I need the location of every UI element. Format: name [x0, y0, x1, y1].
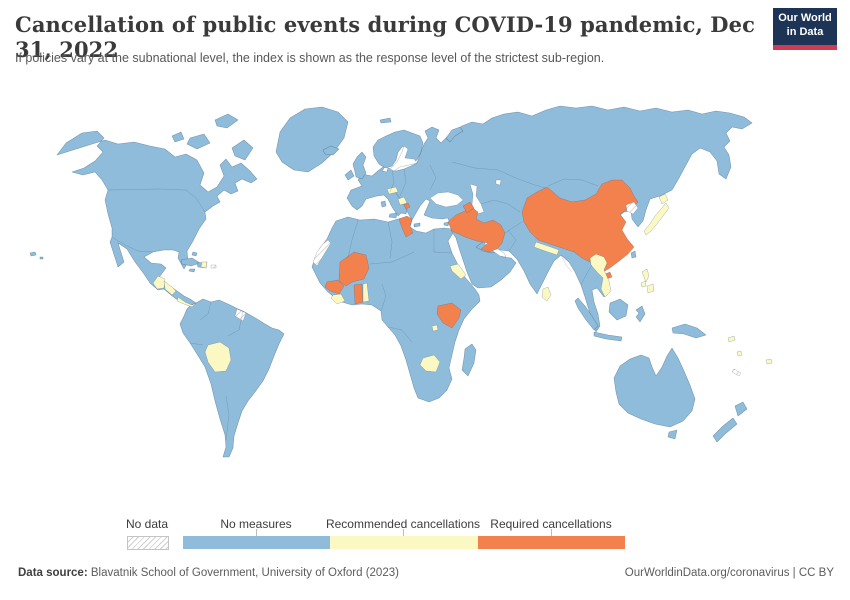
country-bolivia[interactable] — [204, 341, 232, 373]
country-china[interactable] — [521, 179, 639, 273]
landmass-north-america[interactable] — [56, 130, 258, 308]
legend-label-recommended: Recommended cancellations — [325, 517, 481, 531]
island-baffin[interactable] — [231, 139, 254, 161]
country-bosnia[interactable] — [397, 196, 408, 206]
island-cuba[interactable] — [180, 257, 201, 267]
legend-tick — [256, 529, 257, 536]
sea-aral — [495, 179, 502, 186]
country-puerto-rico[interactable] — [210, 264, 217, 269]
legend-tick — [403, 529, 404, 536]
country-new-caledonia[interactable] — [731, 368, 742, 377]
country-fiji[interactable] — [765, 358, 773, 365]
island-sardinia[interactable] — [380, 200, 387, 208]
country-mali[interactable] — [338, 251, 370, 287]
country-dominican-republic[interactable] — [200, 261, 208, 269]
island-borneo[interactable] — [608, 298, 629, 321]
country-honduras[interactable] — [163, 280, 177, 296]
legend-segment-no-measures[interactable] — [183, 536, 331, 549]
country-guinea[interactable] — [324, 279, 345, 295]
country-costa-rica-panama[interactable] — [176, 296, 197, 308]
landmass-scandinavia[interactable] — [372, 129, 424, 169]
country-vanuatu[interactable] — [736, 350, 743, 357]
country-tunisia[interactable] — [398, 215, 414, 238]
landmass-greenland[interactable] — [275, 106, 349, 173]
island-iceland[interactable] — [322, 145, 340, 156]
data-source-note: Data source: Blavatnik School of Governm… — [18, 567, 399, 579]
page-subtitle: If policies vary at the subnational leve… — [15, 51, 605, 65]
owid-logo-line1: Our World — [778, 12, 832, 24]
island-arctic-small[interactable] — [171, 131, 185, 143]
island-ellesmere[interactable] — [214, 113, 239, 129]
island-crete[interactable] — [413, 222, 421, 228]
country-western-sahara[interactable] — [312, 239, 332, 267]
island-jamaica[interactable] — [188, 268, 196, 273]
island-sicily[interactable] — [388, 212, 398, 219]
data-source-text: Blavatnik School of Government, Universi… — [87, 567, 399, 579]
country-rwanda[interactable] — [431, 324, 439, 332]
island-hawaii[interactable] — [29, 251, 44, 260]
country-togo[interactable] — [362, 282, 370, 303]
country-nepal[interactable] — [533, 241, 560, 256]
island-java[interactable] — [593, 331, 623, 342]
sea-baltic — [389, 145, 418, 172]
island-taiwan[interactable] — [630, 250, 637, 259]
page-title: Cancellation of public events during COV… — [15, 12, 755, 62]
legend-segment-recommended[interactable] — [330, 536, 478, 549]
country-liberia[interactable] — [330, 293, 346, 305]
country-solomon-islands[interactable] — [727, 335, 736, 343]
island-new-guinea[interactable] — [671, 323, 707, 339]
countries-required-cancellations[interactable] — [324, 179, 639, 329]
country-philippines[interactable] — [640, 268, 655, 294]
owid-logo: Our World in Data — [773, 8, 837, 50]
country-japan-hokkaido[interactable] — [658, 193, 669, 205]
island-bahamas[interactable] — [191, 251, 198, 257]
country-vietnam-laos[interactable] — [589, 253, 612, 298]
countries-recommended-cancellations[interactable] — [152, 186, 773, 373]
data-source-label: Data source: — [18, 567, 88, 579]
landmass-south-america[interactable] — [179, 298, 285, 458]
island-ireland[interactable] — [344, 169, 355, 181]
landmass-australia[interactable] — [613, 347, 696, 428]
legend-tick — [551, 529, 552, 536]
country-ghana[interactable] — [353, 283, 364, 305]
owid-logo-line2: in Data — [786, 26, 824, 39]
island-new-zealand-south[interactable] — [712, 417, 738, 443]
country-azerbaijan[interactable] — [462, 201, 475, 214]
sea-black — [429, 191, 464, 208]
country-japan-honshu[interactable] — [643, 202, 670, 236]
legend-label-required: Required cancellations — [490, 517, 612, 531]
countries-no-data[interactable] — [210, 201, 742, 377]
legend-label-no-measures: No measures — [220, 517, 292, 531]
legend-color-bar[interactable] — [183, 536, 625, 549]
legend-label-no-data: No data — [125, 517, 169, 531]
country-sri-lanka[interactable] — [541, 286, 552, 302]
country-zimbabwe[interactable] — [419, 354, 441, 373]
country-kenya[interactable] — [436, 302, 462, 329]
country-north-korea[interactable] — [625, 201, 639, 215]
legend-swatch-no-data[interactable] — [127, 536, 169, 550]
island-madagascar[interactable] — [461, 343, 477, 377]
inland-seas — [389, 145, 507, 258]
island-svalbard[interactable] — [379, 117, 392, 124]
island-sulawesi[interactable] — [635, 305, 646, 323]
country-suriname-guyana[interactable] — [234, 308, 247, 322]
sea-caspian — [469, 183, 485, 215]
island-novaya-zemlya[interactable] — [445, 126, 464, 143]
island-britain[interactable] — [352, 151, 367, 180]
country-north-macedonia[interactable] — [403, 202, 411, 210]
island-new-zealand-north[interactable] — [734, 401, 748, 417]
island-sumatra[interactable] — [574, 297, 599, 331]
country-borders — [107, 161, 599, 441]
country-eritrea[interactable] — [449, 263, 467, 280]
legend-segment-required[interactable] — [477, 536, 625, 549]
island-victoria[interactable] — [186, 133, 211, 150]
island-cyprus[interactable] — [443, 221, 450, 227]
island-tasmania[interactable] — [667, 429, 678, 440]
owid-link[interactable]: OurWorldinData.org/coronavirus | CC BY — [624, 567, 834, 579]
country-austria[interactable] — [386, 186, 399, 195]
